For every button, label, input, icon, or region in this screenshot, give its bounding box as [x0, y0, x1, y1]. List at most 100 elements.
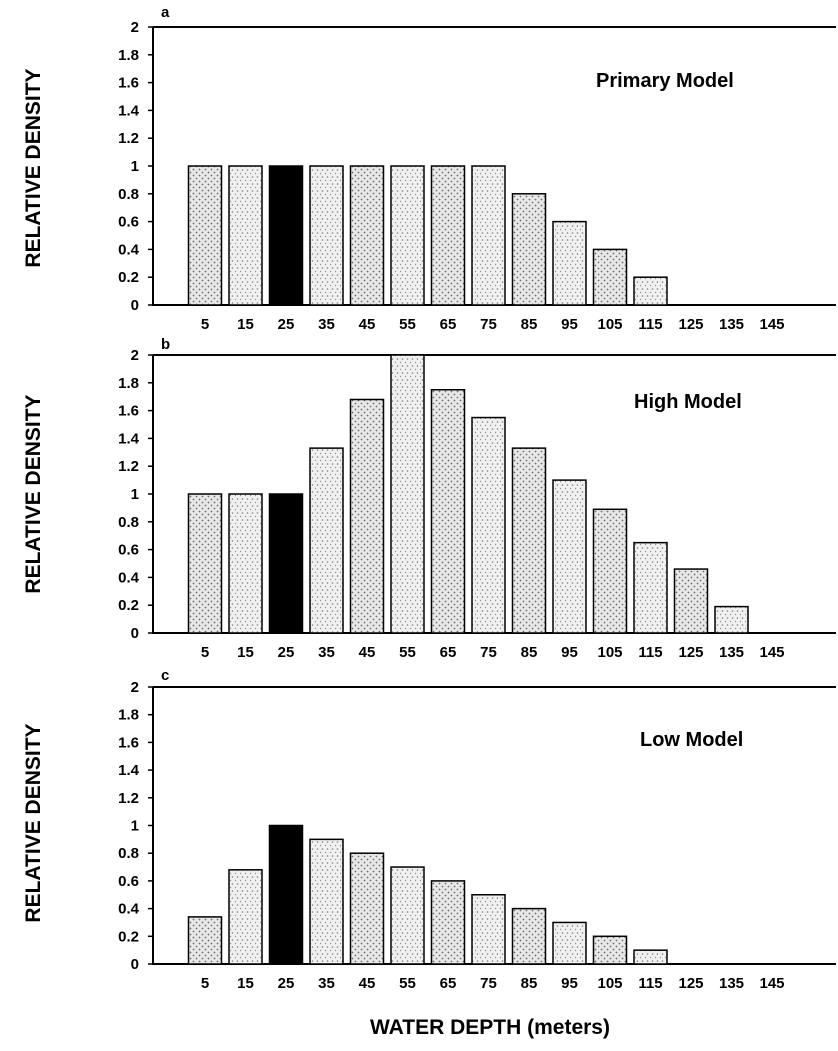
x-tick-label: 45 — [359, 316, 376, 333]
x-tick-label: 125 — [678, 316, 703, 333]
y-axis-label: RELATIVE DENSITY — [22, 723, 45, 922]
y-tick-label: 0.2 — [118, 928, 139, 945]
bar-105 — [592, 935, 628, 965]
y-tick-label: 1.2 — [118, 130, 139, 147]
y-tick-label: 1 — [131, 158, 139, 175]
x-tick-label: 95 — [561, 644, 578, 661]
bar-85 — [511, 193, 547, 306]
y-tick-label: 1.8 — [118, 47, 139, 64]
x-tick-label: 125 — [678, 644, 703, 661]
bar-15 — [228, 493, 263, 634]
x-tick-label: 145 — [759, 316, 784, 333]
y-tick-label: 1.8 — [118, 375, 139, 392]
bar-55 — [390, 165, 425, 306]
bar-85 — [511, 447, 547, 634]
bar-45 — [349, 165, 385, 306]
y-tick-label: 0.6 — [118, 214, 139, 231]
bar-25 — [268, 824, 304, 965]
x-tick-label: 85 — [521, 975, 538, 992]
x-ticks: 5 15 25 35 45 55 65 75 85 95 105 115 125 135 145 — [201, 975, 785, 992]
y-axis-label: RELATIVE DENSITY — [22, 394, 45, 593]
panel-letter: b — [161, 336, 170, 353]
y-tick-label: 0.4 — [118, 241, 140, 258]
y-tick-label: 0.8 — [118, 845, 139, 862]
chart-title: Low Model — [640, 729, 743, 751]
chart-title: Primary Model — [596, 70, 734, 92]
bar-35 — [309, 447, 344, 634]
bar-25 — [268, 493, 304, 634]
bars — [187, 824, 668, 965]
y-tick-label: 1.6 — [118, 75, 139, 92]
x-tick-label: 5 — [201, 316, 209, 333]
x-tick-label: 65 — [440, 975, 457, 992]
panel-high-model: b High Model RELATIVE DENSITY 0 0.2 0.4 0.6… — [22, 336, 836, 661]
y-tick-label: 0.6 — [118, 542, 139, 559]
y-ticks: 0 0.2 0.4 0.6 0.8 1 1.2 1.4 1.6 1.8 2 — [118, 19, 153, 314]
bar-75 — [471, 894, 506, 965]
bar-15 — [228, 165, 263, 306]
x-tick-label: 105 — [597, 316, 622, 333]
y-tick-label: 0.2 — [118, 269, 139, 286]
bar-5 — [187, 493, 223, 634]
bar-45 — [349, 852, 385, 965]
x-tick-label: 115 — [638, 975, 662, 992]
x-tick-label: 35 — [318, 644, 335, 661]
bar-55 — [390, 866, 425, 965]
x-tick-label: 145 — [759, 975, 784, 992]
x-tick-label: 25 — [278, 644, 295, 661]
y-tick-label: 0 — [131, 297, 139, 314]
y-tick-label: 0 — [131, 625, 139, 642]
x-tick-label: 55 — [399, 975, 416, 992]
x-tick-label: 145 — [759, 644, 784, 661]
y-tick-label: 1.4 — [118, 762, 140, 779]
x-tick-label: 25 — [278, 316, 295, 333]
bar-5 — [187, 916, 223, 965]
bar-135 — [714, 605, 749, 634]
bar-105 — [592, 508, 628, 634]
x-tick-label: 85 — [521, 644, 538, 661]
bar-95 — [552, 921, 587, 965]
y-tick-label: 0 — [131, 956, 139, 973]
bar-125 — [673, 568, 709, 634]
y-tick-label: 1.6 — [118, 734, 139, 751]
x-tick-label: 105 — [597, 644, 622, 661]
x-tick-label: 55 — [399, 644, 416, 661]
y-tick-label: 0.4 — [118, 901, 140, 918]
y-tick-label: 1.2 — [118, 790, 139, 807]
x-tick-label: 55 — [399, 316, 416, 333]
x-tick-label: 15 — [237, 644, 254, 661]
x-tick-label: 65 — [440, 644, 457, 661]
panel-low-model: c Low Model RELATIVE DENSITY 00.20.40.60… — [22, 667, 836, 992]
x-tick-label: 95 — [561, 316, 578, 333]
bar-65 — [430, 165, 466, 306]
x-tick-label: 125 — [678, 975, 703, 992]
x-tick-label: 135 — [719, 975, 744, 992]
bar-55 — [390, 354, 425, 634]
x-tick-label: 135 — [719, 644, 744, 661]
bar-65 — [430, 389, 466, 634]
x-tick-label: 115 — [638, 316, 662, 333]
y-axis-label: RELATIVE DENSITY — [22, 68, 45, 267]
bars — [187, 165, 668, 306]
bar-75 — [471, 416, 506, 634]
bar-35 — [309, 165, 344, 306]
y-ticks: 0 0.2 0.4 0.6 0.8 1 1.2 1.4 1.6 1.8 2 — [118, 679, 153, 973]
y-tick-label: 1.2 — [118, 458, 139, 475]
bars — [187, 354, 749, 634]
x-tick-label: 135 — [719, 316, 744, 333]
bar-15 — [228, 869, 263, 965]
x-tick-label: 5 — [201, 975, 209, 992]
panel-letter: a — [161, 4, 170, 21]
x-ticks: 5 15 25 35 45 55 65 75 85 95 105 115 125 135 145 — [201, 316, 785, 333]
y-tick-label: 1.8 — [118, 707, 139, 724]
x-tick-label: 75 — [480, 975, 497, 992]
bar-95 — [552, 220, 587, 306]
y-tick-label: 0.8 — [118, 186, 139, 203]
x-tick-label: 75 — [480, 316, 497, 333]
y-ticks: 0 0.2 0.4 0.6 0.8 1 1.2 1.4 1.6 1.8 2 — [118, 347, 153, 642]
x-tick-label: 35 — [318, 316, 335, 333]
x-tick-label: 45 — [359, 975, 376, 992]
bar-25 — [268, 165, 304, 306]
y-tick-label: 2 — [131, 347, 139, 364]
